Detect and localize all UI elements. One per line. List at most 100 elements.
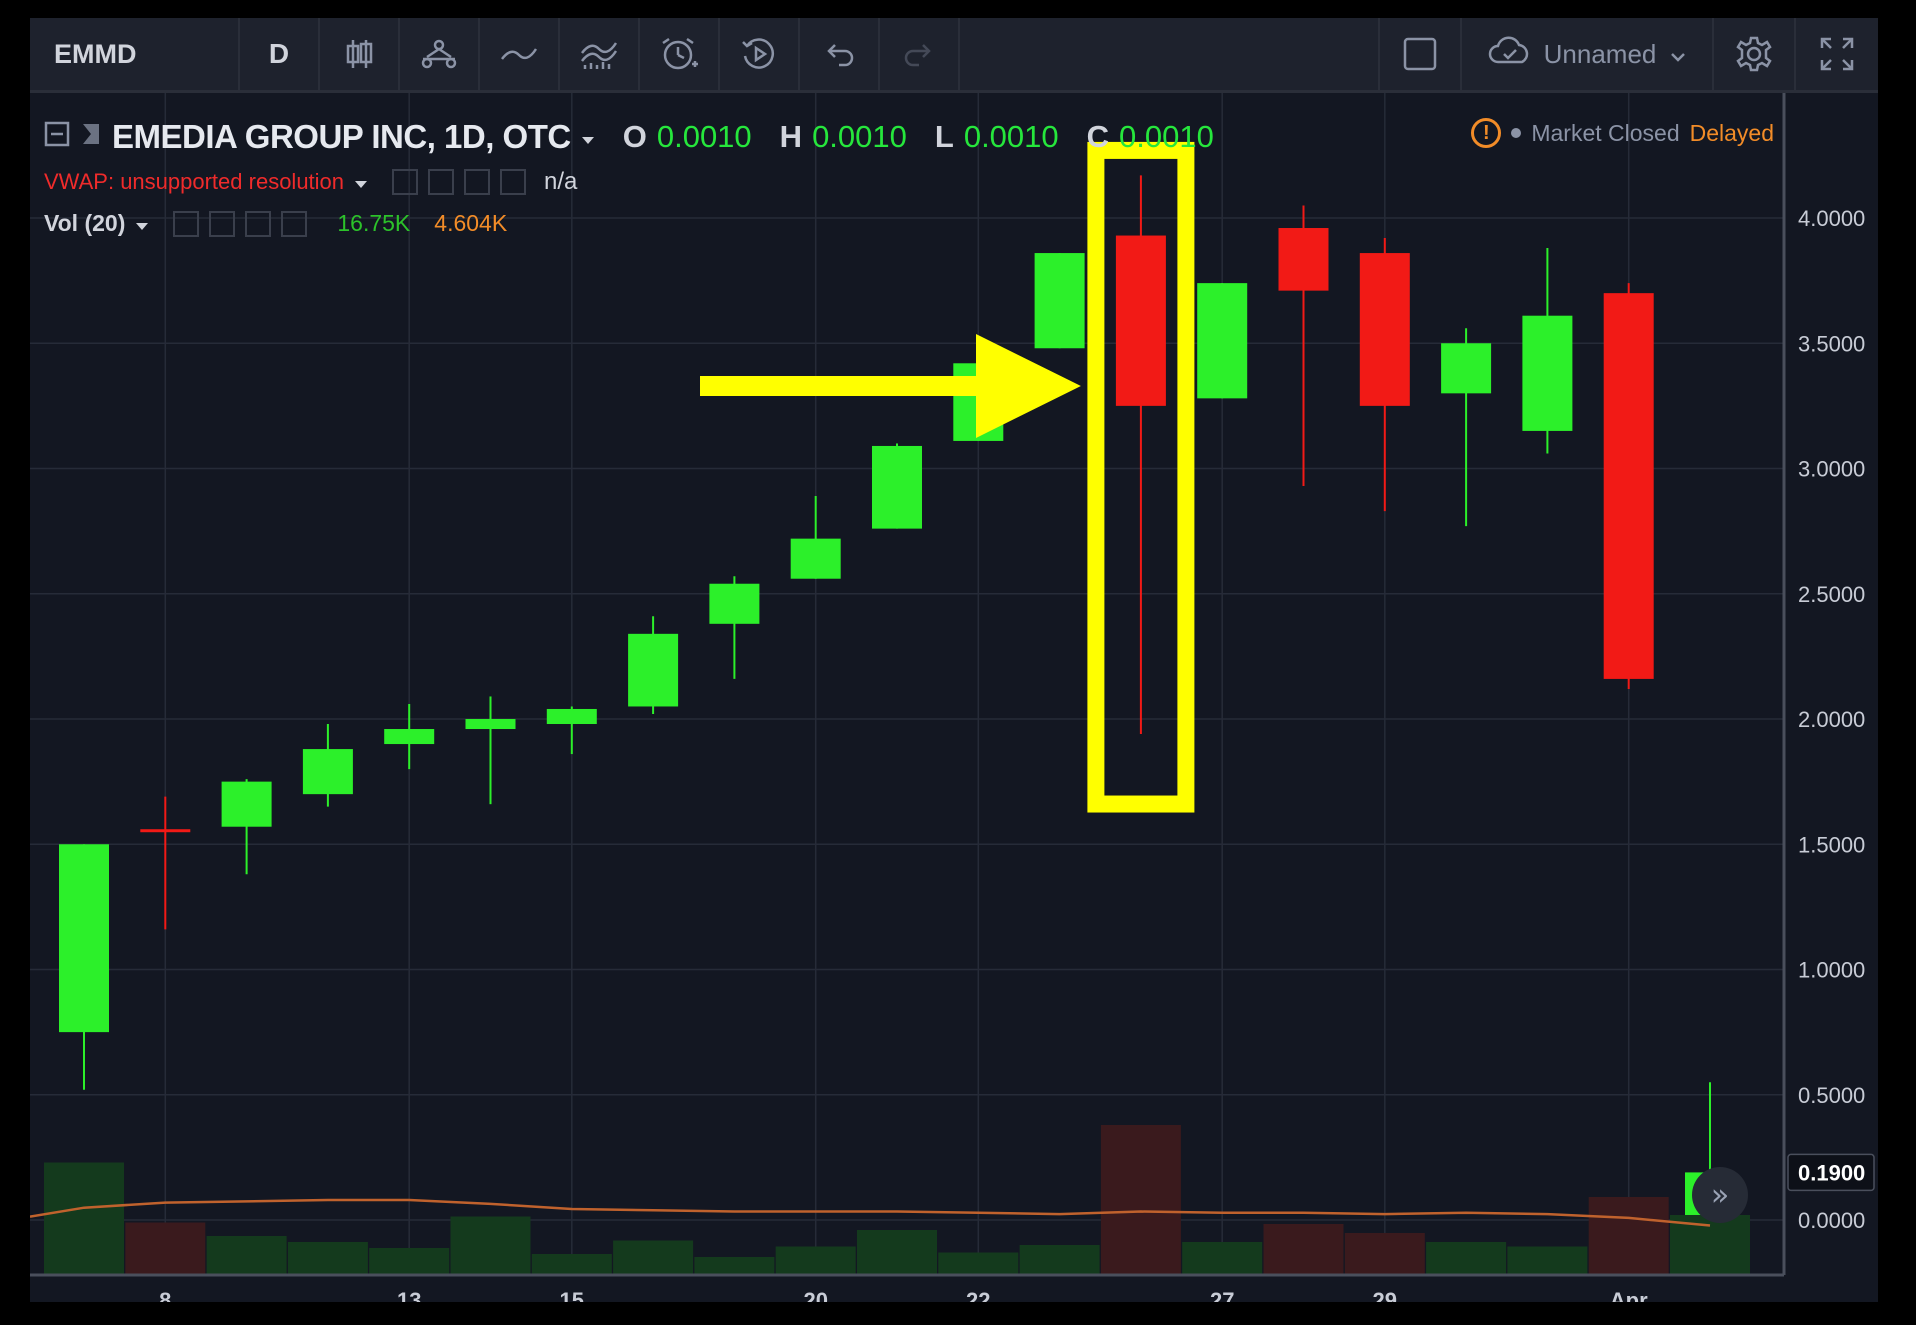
chevron-down-icon[interactable] xyxy=(581,122,595,153)
close-icon[interactable] xyxy=(500,168,527,195)
candle xyxy=(302,724,353,807)
candle-body xyxy=(140,829,191,833)
time-tick-label: 8 xyxy=(159,1288,171,1302)
volume-bar xyxy=(1182,1242,1263,1275)
visibility-icon[interactable] xyxy=(173,210,200,237)
candle-body xyxy=(628,633,679,707)
candle xyxy=(628,616,679,714)
open-key: O xyxy=(622,119,647,154)
candle xyxy=(1522,248,1573,454)
volume-bar xyxy=(206,1236,287,1275)
volume-bar xyxy=(775,1246,856,1275)
price-tick-label: 0.0000 xyxy=(1798,1208,1865,1233)
main-legend: EMEDIA GROUP INC, 1D, OTC O 0.0010 H 0.001… xyxy=(44,118,1214,156)
scroll-to-latest-button[interactable]: » xyxy=(1692,1167,1748,1223)
alert-icon[interactable] xyxy=(640,18,720,90)
price-axis-labels: 4.0000 3.5000 3.0000 2.5000 2.0000 1.5000 1.00… xyxy=(1798,206,1865,1233)
volume-bar xyxy=(1263,1224,1344,1275)
interval-button[interactable]: D xyxy=(240,18,320,90)
add-icon[interactable] xyxy=(245,210,272,237)
candle xyxy=(1115,175,1166,735)
last-price-label: 0.1900 xyxy=(1787,1153,1875,1192)
close-icon[interactable] xyxy=(281,210,308,237)
market-status-text: Market Closed xyxy=(1531,119,1680,146)
candles-icon[interactable] xyxy=(320,18,400,90)
price-tick-label: 0.5000 xyxy=(1798,1083,1865,1108)
candle-body xyxy=(1522,315,1573,431)
candle xyxy=(1197,283,1248,399)
cloud-icon xyxy=(1488,36,1532,73)
volume-bar xyxy=(857,1230,937,1275)
vwap-label[interactable]: VWAP: unsupported resolution xyxy=(44,168,345,194)
time-tick-label: Apr xyxy=(1610,1288,1648,1302)
candle-body xyxy=(546,708,597,725)
volume-bar xyxy=(1507,1246,1588,1275)
candle-body xyxy=(384,729,435,745)
chart-grid xyxy=(30,93,1784,1275)
volume-ma-line xyxy=(30,1198,1711,1227)
layout-square-icon[interactable] xyxy=(1378,18,1462,90)
toolbar-right-group: Unnamed xyxy=(1378,18,1878,90)
candle-body xyxy=(59,844,109,1033)
volume-value: 16.75K xyxy=(337,210,411,236)
volume-bar xyxy=(1019,1245,1100,1275)
candle-body xyxy=(790,538,841,579)
price-tick-label: 3.5000 xyxy=(1798,331,1865,356)
fullscreen-icon[interactable] xyxy=(1796,18,1878,90)
chevron-down-icon xyxy=(1670,39,1686,70)
highlight-box xyxy=(1087,141,1195,813)
replay-icon[interactable] xyxy=(720,18,800,90)
volume-bar xyxy=(938,1252,1019,1275)
layout-name: Unnamed xyxy=(1543,38,1657,69)
price-chart[interactable]: 4.0000 3.5000 3.0000 2.5000 2.0000 1.5000 1.00… xyxy=(30,93,1878,1302)
chevron-down-icon[interactable] xyxy=(135,208,149,239)
top-toolbar: EMMD D xyxy=(30,18,1878,93)
status-dot-icon xyxy=(1511,128,1522,138)
price-tick-label: 1.5000 xyxy=(1798,832,1865,857)
candle xyxy=(1278,205,1329,487)
delayed-badge: Delayed xyxy=(1689,119,1774,146)
volume-bar xyxy=(1426,1242,1507,1275)
layout-menu-button[interactable]: Unnamed xyxy=(1462,18,1714,90)
visibility-icon[interactable] xyxy=(392,168,419,195)
price-tick-label: 3.0000 xyxy=(1798,457,1865,482)
volume-bar xyxy=(1100,1125,1181,1275)
indicators-icon[interactable] xyxy=(400,18,480,90)
chevron-down-icon[interactable] xyxy=(354,166,368,197)
add-icon[interactable] xyxy=(464,168,491,195)
volume-bars xyxy=(44,1125,1750,1275)
high-key: H xyxy=(779,119,803,154)
candle-body xyxy=(1359,253,1410,406)
svg-text:»: » xyxy=(1711,1178,1729,1213)
undo-icon[interactable] xyxy=(800,18,880,90)
templates-icon[interactable] xyxy=(560,18,640,90)
candle xyxy=(1034,253,1085,349)
candle xyxy=(1603,283,1654,689)
redo-icon[interactable] xyxy=(880,18,960,90)
flag-icon[interactable] xyxy=(80,121,102,154)
candle-body xyxy=(221,781,272,827)
volume-bar xyxy=(1588,1197,1669,1275)
volume-label[interactable]: Vol (20) xyxy=(44,210,126,236)
candle xyxy=(140,796,191,930)
open-value: 0.0010 xyxy=(656,119,752,154)
compare-icon[interactable] xyxy=(480,18,560,90)
time-axis-labels: 8 13 15 20 22 27 29 Apr xyxy=(159,1288,1648,1302)
warning-icon[interactable]: ! xyxy=(1471,118,1502,148)
volume-bar xyxy=(369,1248,450,1275)
candle xyxy=(790,496,841,579)
settings-icon[interactable] xyxy=(1714,18,1796,90)
gear-icon[interactable] xyxy=(209,210,236,237)
candle xyxy=(465,696,516,805)
low-key: L xyxy=(934,119,954,154)
symbol-search-button[interactable]: EMMD xyxy=(30,18,240,90)
volume-legend: Vol (20) 16.75K 4.604K xyxy=(44,208,507,239)
vwap-legend: VWAP: unsupported resolution n/a xyxy=(44,166,577,197)
collapse-legend-icon[interactable] xyxy=(44,121,70,154)
time-tick-label: 13 xyxy=(397,1288,421,1302)
high-value: 0.0010 xyxy=(812,119,907,154)
gear-icon[interactable] xyxy=(428,168,455,195)
close-key: C xyxy=(1086,119,1110,154)
candle xyxy=(384,703,435,770)
candle-body xyxy=(709,583,760,624)
